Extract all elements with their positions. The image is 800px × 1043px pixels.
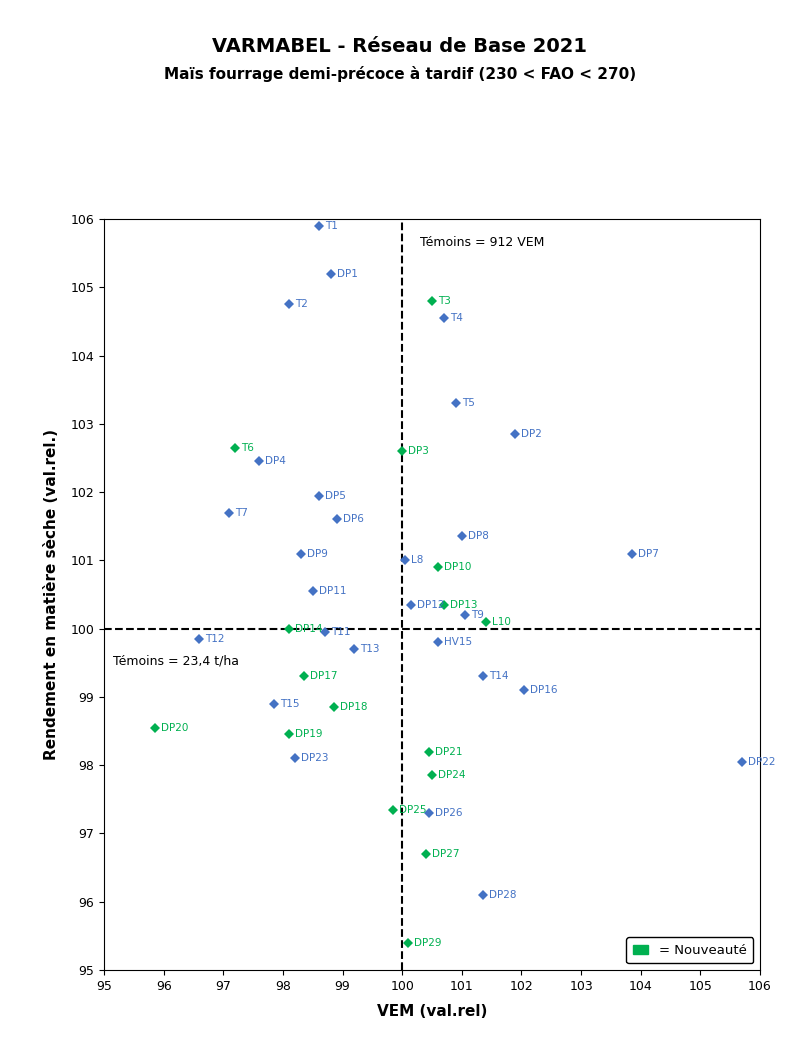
Text: DP13: DP13	[450, 600, 478, 610]
Text: T14: T14	[489, 672, 508, 681]
Text: L10: L10	[492, 616, 510, 627]
Text: DP12: DP12	[417, 600, 445, 610]
Text: T7: T7	[235, 508, 248, 517]
Text: DP10: DP10	[444, 562, 471, 573]
Text: DP6: DP6	[342, 514, 363, 525]
Text: DP18: DP18	[339, 702, 367, 712]
Text: T15: T15	[280, 699, 299, 709]
Text: T1: T1	[325, 221, 338, 231]
Text: T13: T13	[361, 645, 380, 654]
Text: DP8: DP8	[468, 532, 489, 541]
Text: DP25: DP25	[399, 804, 426, 815]
Text: DP1: DP1	[337, 269, 358, 278]
Text: DP21: DP21	[435, 747, 462, 756]
Text: DP5: DP5	[325, 490, 346, 501]
Text: DP24: DP24	[438, 771, 466, 780]
Text: T12: T12	[206, 634, 225, 644]
Text: DP3: DP3	[408, 446, 429, 456]
Text: T9: T9	[470, 610, 484, 620]
Text: DP27: DP27	[432, 849, 459, 859]
Text: T5: T5	[462, 398, 474, 409]
Text: DP16: DP16	[530, 685, 558, 695]
Text: Maïs fourrage demi-précoce à tardif (230 < FAO < 270): Maïs fourrage demi-précoce à tardif (230…	[164, 66, 636, 81]
Text: DP29: DP29	[414, 938, 442, 948]
Text: DP11: DP11	[318, 586, 346, 597]
Text: DP4: DP4	[265, 457, 286, 466]
Text: DP19: DP19	[295, 729, 322, 739]
X-axis label: VEM (val.rel): VEM (val.rel)	[377, 1003, 487, 1019]
Text: VARMABEL - Réseau de Base 2021: VARMABEL - Réseau de Base 2021	[213, 37, 587, 55]
Text: T11: T11	[330, 627, 350, 637]
Text: DP14: DP14	[295, 624, 322, 634]
Text: DP28: DP28	[489, 890, 516, 900]
Text: L8: L8	[411, 555, 423, 565]
Text: T2: T2	[295, 299, 308, 310]
Text: DP20: DP20	[161, 723, 188, 732]
Text: DP22: DP22	[748, 757, 775, 767]
Text: HV15: HV15	[444, 637, 472, 648]
Text: DP23: DP23	[301, 753, 328, 763]
Y-axis label: Rendement en matière sèche (val.rel.): Rendement en matière sèche (val.rel.)	[44, 429, 59, 760]
Text: T3: T3	[438, 296, 451, 306]
Text: DP17: DP17	[310, 672, 338, 681]
Text: T4: T4	[450, 313, 462, 323]
Text: Témoins = 23,4 t/ha: Témoins = 23,4 t/ha	[113, 655, 239, 668]
Text: Témoins = 912 VEM: Témoins = 912 VEM	[420, 236, 545, 249]
Text: DP9: DP9	[306, 549, 328, 559]
Text: DP2: DP2	[522, 429, 542, 439]
Text: DP7: DP7	[638, 549, 658, 559]
Text: T6: T6	[241, 442, 254, 453]
Legend: = Nouveauté: = Nouveauté	[626, 938, 754, 964]
Text: DP26: DP26	[435, 808, 462, 818]
